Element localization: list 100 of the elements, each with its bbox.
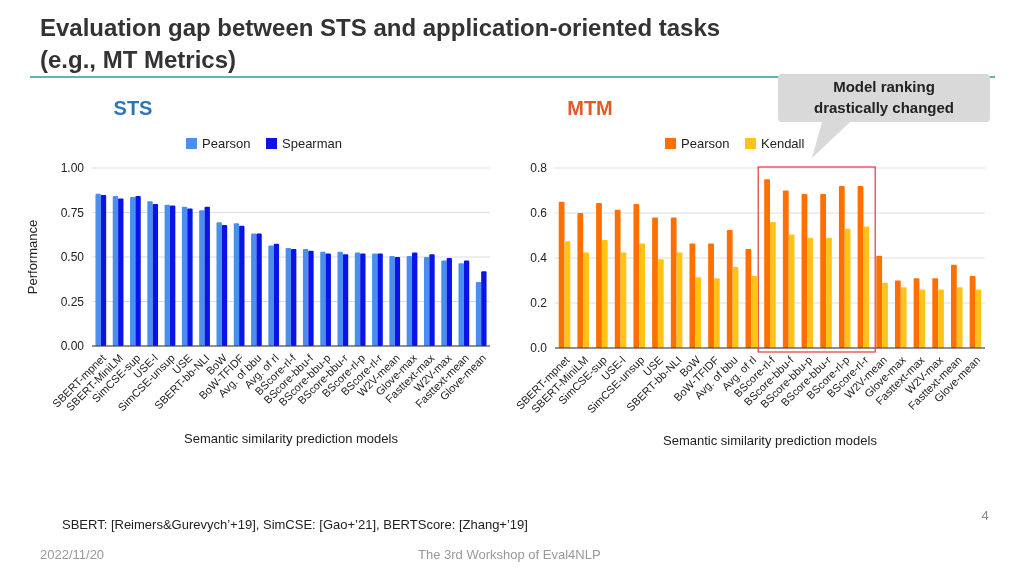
bar [458, 263, 464, 346]
bar [268, 245, 274, 346]
text: SBERT: [Reimers&Gurevych’+19], SimCSE: [Gao+’21], BERTScore: [Zhang+’19] [62, 517, 528, 532]
bar [446, 257, 452, 346]
bar [187, 208, 193, 346]
y-tick-label: 0.0 [530, 341, 548, 356]
bar [782, 190, 789, 348]
bar [441, 260, 447, 346]
bar [844, 228, 851, 348]
bar [826, 237, 832, 348]
bar [764, 179, 770, 348]
bar [577, 213, 584, 348]
bar [204, 206, 210, 346]
bar [423, 257, 430, 346]
bar [596, 202, 602, 348]
bar [342, 254, 349, 346]
chart-title: MTM [567, 97, 613, 119]
bar [938, 289, 944, 348]
bar [894, 280, 901, 348]
bar [325, 253, 331, 346]
bar [118, 198, 124, 346]
bar [820, 193, 827, 348]
bar [406, 256, 413, 346]
bar [919, 289, 926, 348]
bar [882, 282, 888, 348]
bar [147, 201, 153, 346]
bar [713, 278, 720, 348]
bar [291, 248, 297, 346]
legend-label: Spearman [282, 135, 342, 151]
bar [770, 222, 776, 348]
text: Model ranking drastically changed [813, 78, 955, 116]
bar [429, 254, 435, 346]
bar [233, 223, 240, 346]
bar [876, 255, 883, 348]
bar [135, 195, 141, 346]
bar [652, 217, 658, 348]
y-tick-label: 0.25 [60, 294, 85, 309]
y-tick-label: 0.50 [60, 250, 85, 265]
y-tick-label: 0.00 [60, 339, 85, 354]
bar [951, 264, 957, 348]
bar [308, 250, 314, 346]
legend-label: Kendall [761, 135, 805, 151]
bar [112, 195, 119, 346]
bar [372, 253, 378, 346]
bar [838, 186, 845, 348]
bar [670, 217, 677, 348]
bar [285, 248, 291, 346]
bar [377, 253, 383, 346]
bar [932, 278, 939, 348]
bar [751, 276, 758, 348]
bar [583, 252, 589, 348]
x-axis-title: Semantic similarity prediction models [663, 433, 878, 448]
bar [601, 240, 608, 348]
bar [95, 193, 101, 346]
bar [354, 252, 361, 346]
text: 2022/11/20 [40, 547, 105, 562]
bar [152, 203, 159, 346]
bar [169, 205, 176, 346]
bar [639, 243, 646, 348]
chart-title: STS [113, 97, 153, 119]
bar [216, 222, 222, 346]
bar [807, 237, 814, 348]
x-axis-title: Semantic similarity prediction models [184, 431, 399, 446]
bar [689, 243, 696, 348]
legend-label: Pearson [681, 135, 730, 151]
bar [239, 225, 245, 346]
bar [389, 256, 395, 346]
bar [475, 281, 482, 346]
bar [394, 257, 401, 346]
y-tick-label: 0.2 [530, 296, 548, 311]
bar [199, 210, 205, 346]
bar [708, 243, 714, 348]
y-tick-label: 0.4 [530, 251, 548, 266]
bar [900, 287, 907, 348]
bar [558, 201, 565, 348]
bar [320, 251, 326, 346]
bar [337, 251, 343, 346]
bar [633, 204, 640, 348]
y-tick-label: 0.8 [530, 161, 548, 176]
bar [863, 226, 870, 348]
y-axis-title: Performance [25, 219, 40, 295]
bar [695, 277, 702, 348]
bar [302, 248, 309, 346]
bar [100, 195, 107, 346]
bar [726, 229, 733, 348]
bar [256, 233, 262, 346]
text: 4 [981, 508, 989, 523]
bar [164, 204, 170, 346]
legend-label: Pearson [202, 135, 251, 151]
bar [975, 289, 982, 348]
text: The 3rd Workshop of Eval4NLP [418, 547, 601, 562]
text: Evaluation gap between STS and application-oriented tasks (e.g., MT Metrics) [40, 14, 721, 73]
y-tick-label: 1.00 [60, 161, 85, 176]
y-tick-label: 0.75 [60, 205, 85, 220]
bar [412, 252, 418, 346]
bar [657, 259, 664, 348]
bar [251, 233, 257, 346]
bar [221, 224, 228, 346]
bar [360, 253, 366, 346]
bar [463, 260, 470, 346]
